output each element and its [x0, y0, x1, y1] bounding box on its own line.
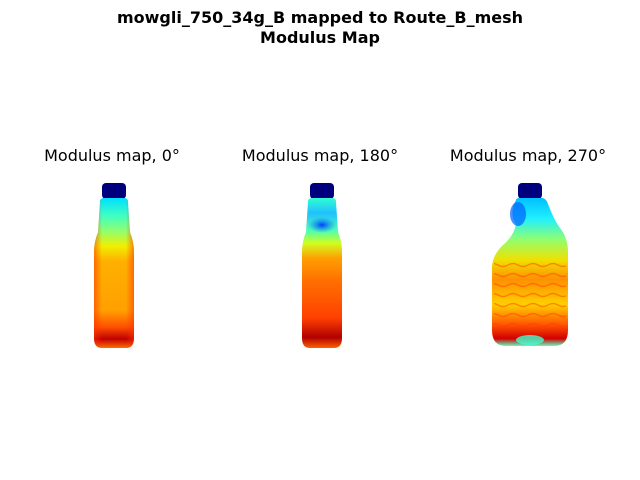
figure-title-line1: mowgli_750_34g_B mapped to Route_B_mesh: [116, 8, 524, 27]
panel-title-180-deg: Modulus map, 180°: [241, 146, 399, 165]
figure-title-line2: Modulus Map: [260, 28, 380, 47]
bottle-view-180-deg: [302, 183, 342, 348]
bottle-view-0-deg: [94, 183, 134, 348]
bottle-view-270-deg: [492, 183, 568, 346]
panel-title-270-deg: Modulus map, 270°: [449, 146, 607, 165]
panel-title-0-deg: Modulus map, 0°: [44, 146, 180, 165]
